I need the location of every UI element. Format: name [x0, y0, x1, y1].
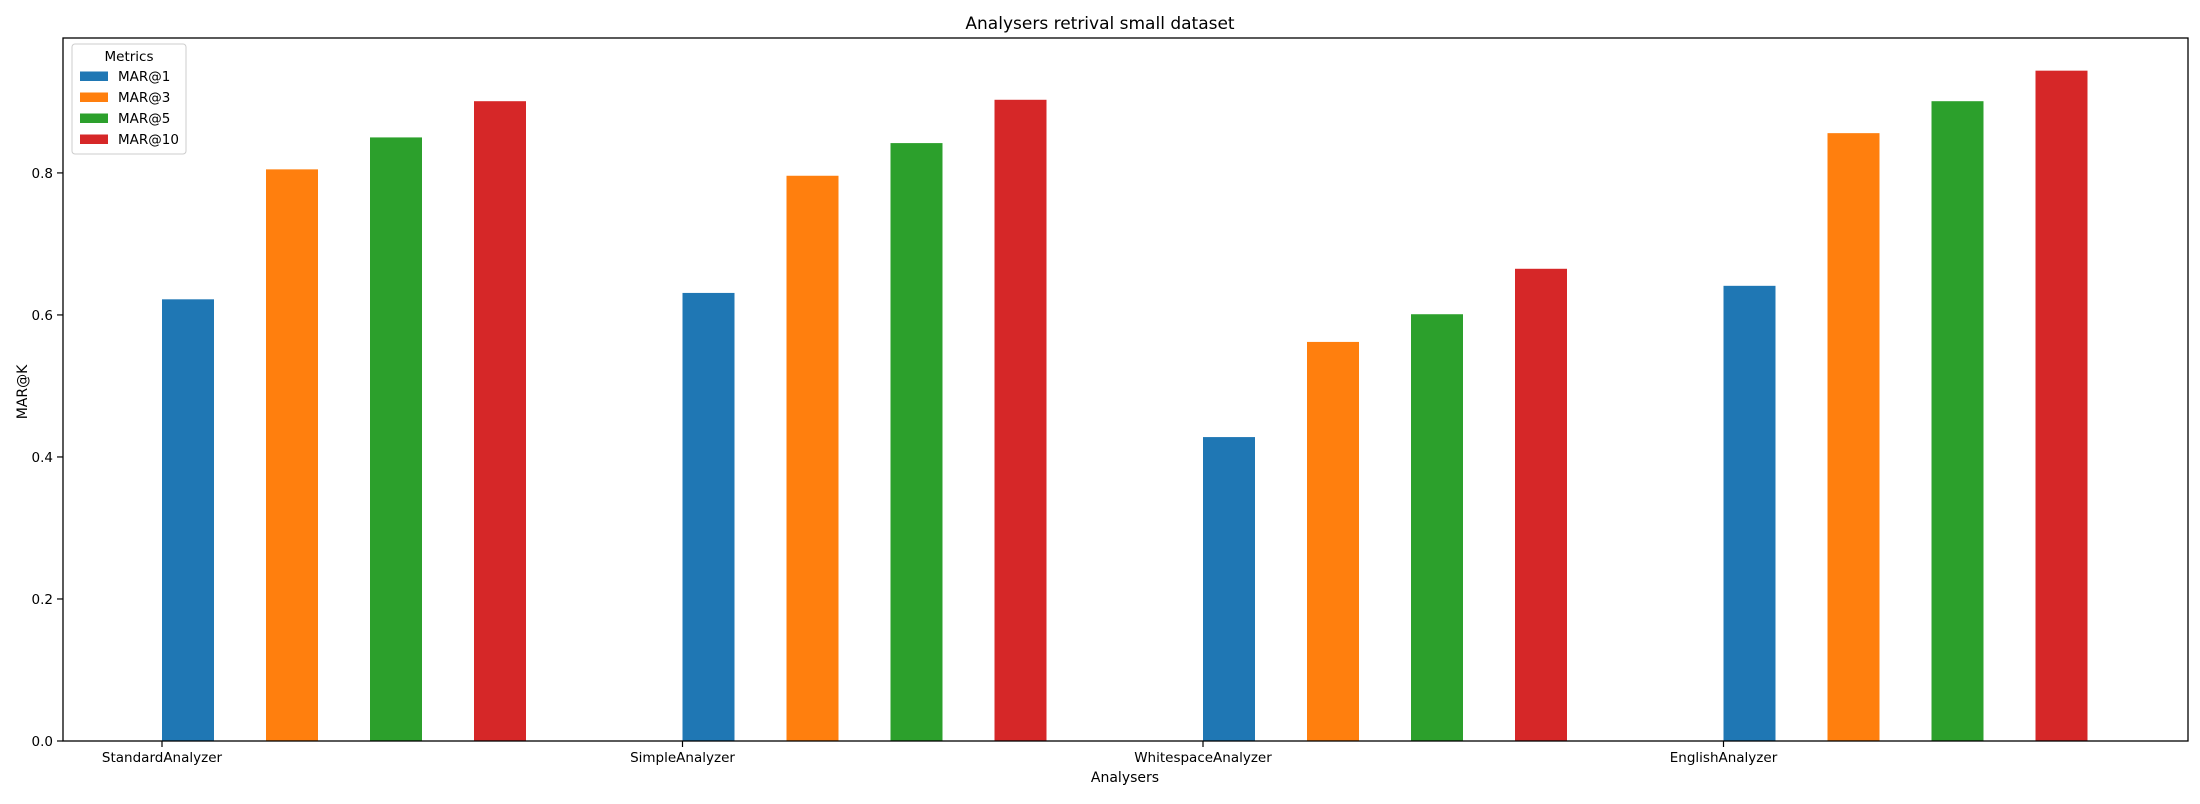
bar-mar-5-simpleanalyzer	[890, 143, 943, 741]
axes-layer: 0.0 0.2 0.4 0.6 0.8 StandardAnalyzer SimpleAna…	[32, 37, 2189, 766]
legend-title: Metrics	[104, 49, 153, 65]
y-tick-label: 0.6	[32, 308, 53, 324]
bar-mar-10-simpleanalyzer	[994, 99, 1047, 741]
y-tick-label: 0.2	[32, 592, 53, 608]
x-tick-label: EnglishAnalyzer	[1670, 750, 1778, 766]
chart-title: Analysers retrival small dataset	[965, 14, 1235, 34]
bar-mar-10-whitespaceanalyzer	[1515, 268, 1567, 741]
x-axis-label: Analysers	[1091, 770, 1159, 786]
y-tick-label: 0.4	[32, 450, 53, 466]
legend-swatch	[80, 71, 108, 81]
legend-swatch	[80, 92, 108, 102]
x-tick-label: SimpleAnalyzer	[630, 750, 735, 766]
legend-swatch	[80, 134, 108, 144]
bar-mar-10-standardanalyzer	[474, 101, 526, 742]
bar-mar-3-standardanalyzer	[266, 169, 318, 742]
bars-layer	[162, 70, 2088, 742]
bar-mar-1-whitespaceanalyzer	[1203, 437, 1255, 741]
y-tick-label: 0.8	[32, 166, 53, 182]
bar-mar-3-simpleanalyzer	[786, 175, 839, 742]
bar-mar-3-englishanalyzer	[1827, 133, 1880, 741]
bar-mar-5-whitespaceanalyzer	[1411, 314, 1463, 741]
bar-mar-1-simpleanalyzer	[682, 292, 735, 741]
y-axis-label: MAR@K	[15, 364, 31, 419]
plot-frame	[62, 37, 2189, 742]
bar-mar-1-englishanalyzer	[1723, 285, 1776, 741]
y-tick-label: 0.0	[32, 734, 53, 750]
legend-label: MAR@10	[118, 132, 179, 148]
x-tick-label: WhitespaceAnalyzer	[1134, 750, 1272, 766]
legend-swatch	[80, 113, 108, 123]
legend-items: MAR@1 MAR@3 MAR@5 MAR@10	[80, 69, 179, 148]
legend-label: MAR@5	[118, 111, 170, 127]
legend: Metrics MAR@1 MAR@3 MAR@5 MAR@10	[71, 43, 187, 155]
legend-label: MAR@3	[118, 90, 170, 106]
legend-label: MAR@1	[118, 69, 170, 85]
bar-mar-10-englishanalyzer	[2035, 70, 2088, 741]
x-tick-label: StandardAnalyzer	[102, 750, 223, 766]
bar-mar-3-whitespaceanalyzer	[1307, 341, 1359, 741]
bar-mar-5-standardanalyzer	[370, 137, 422, 742]
bar-mar-5-englishanalyzer	[1931, 101, 1984, 742]
bar-mar-1-standardanalyzer	[162, 299, 214, 741]
